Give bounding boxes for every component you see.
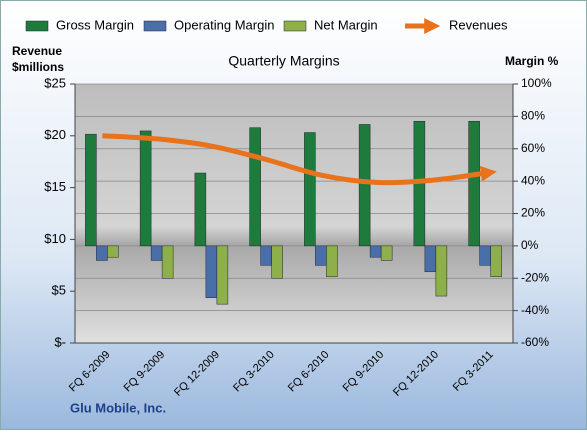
bar: [161, 245, 174, 279]
y-tick-label: $25: [44, 75, 66, 90]
y2-tick-label: -20%: [521, 270, 549, 284]
legend-label: Net Margin: [314, 17, 378, 32]
y2-tick-label: 40%: [521, 173, 545, 187]
y2-tick-label: 100%: [521, 76, 552, 90]
bar: [304, 132, 316, 247]
bar: [96, 245, 108, 261]
bar: [260, 245, 272, 266]
bar: [369, 245, 382, 258]
legend-swatch: [143, 20, 167, 32]
bar: [424, 245, 437, 273]
bar: [85, 133, 97, 247]
bar: [271, 245, 283, 279]
legend-label: Gross Margin: [56, 17, 134, 32]
y2-tick-label: -60%: [521, 335, 549, 349]
y-label: Revenue: [12, 44, 62, 58]
chart-title: Quarterly Margins: [228, 53, 339, 69]
bar: [216, 245, 229, 305]
bar: [205, 245, 218, 298]
bar: [249, 127, 261, 247]
y-tick-label: $10: [44, 231, 66, 246]
y2-tick-label: 80%: [521, 109, 545, 123]
legend-label: Revenues: [449, 17, 508, 32]
bar: [435, 245, 448, 297]
bar: [380, 245, 393, 261]
y-label: $millions: [12, 60, 64, 74]
footer: Glu Mobile, Inc.: [70, 400, 166, 415]
bar: [107, 245, 119, 258]
y2-tick-label: 60%: [521, 141, 545, 155]
y-tick-label: $5: [52, 283, 66, 298]
y-tick-label: $20: [44, 127, 66, 142]
bar: [468, 120, 480, 247]
bar: [358, 124, 371, 247]
bar: [150, 245, 163, 261]
y2-tick-label: 0%: [521, 238, 539, 252]
y2-tick-label: 20%: [521, 206, 545, 220]
bar: [315, 245, 327, 266]
legend-swatch: [25, 20, 49, 32]
revenue-line: [102, 133, 497, 186]
bar: [326, 245, 338, 277]
bar: [194, 172, 207, 247]
bar: [479, 245, 491, 266]
legend-label: Operating Margin: [174, 17, 274, 32]
bar: [490, 245, 502, 277]
y2-tick-label: -40%: [521, 303, 549, 317]
legend-swatch: [283, 20, 307, 32]
y-tick-label: $-: [54, 334, 66, 349]
y2-label: Margin %: [505, 54, 559, 68]
y-tick-label: $15: [44, 179, 66, 194]
bar: [139, 130, 152, 247]
